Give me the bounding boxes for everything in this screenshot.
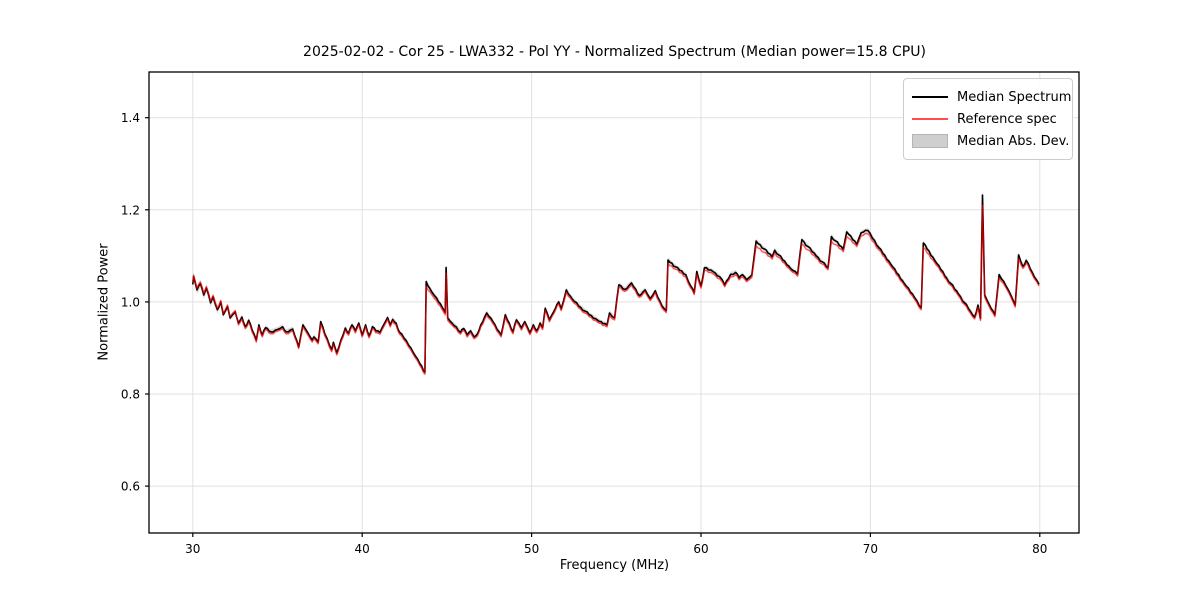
chart-title: 2025-02-02 - Cor 25 - LWA332 - Pol YY - … [303,44,926,60]
legend-label: Median Spectrum [957,89,1072,105]
svg-text:70: 70 [863,542,878,556]
legend-item-median-abs-dev: Median Abs. Dev. [912,130,1069,152]
svg-text:60: 60 [693,542,708,556]
legend-label: Reference spec [957,111,1057,127]
median-spectrum-line-icon [912,96,948,98]
y-axis-label: Normalized Power [96,243,112,361]
legend-item-median-spectrum: Median Spectrum [912,86,1071,108]
svg-text:1.0: 1.0 [121,295,140,309]
svg-text:0.6: 0.6 [121,480,140,494]
svg-text:1.2: 1.2 [121,203,140,217]
svg-text:50: 50 [524,542,539,556]
median-abs-dev-patch-icon [912,134,948,148]
reference-spec-line-icon [912,118,948,120]
svg-text:30: 30 [185,542,200,556]
legend: Median Spectrum Reference spec Median Ab… [903,78,1073,160]
svg-text:80: 80 [1032,542,1047,556]
legend-item-reference-spec: Reference spec [912,108,1064,130]
svg-text:0.8: 0.8 [121,388,140,402]
svg-text:1.4: 1.4 [121,111,140,125]
x-axis-label: Frequency (MHz) [559,558,670,573]
legend-label: Median Abs. Dev. [957,133,1070,149]
svg-text:40: 40 [355,542,370,556]
